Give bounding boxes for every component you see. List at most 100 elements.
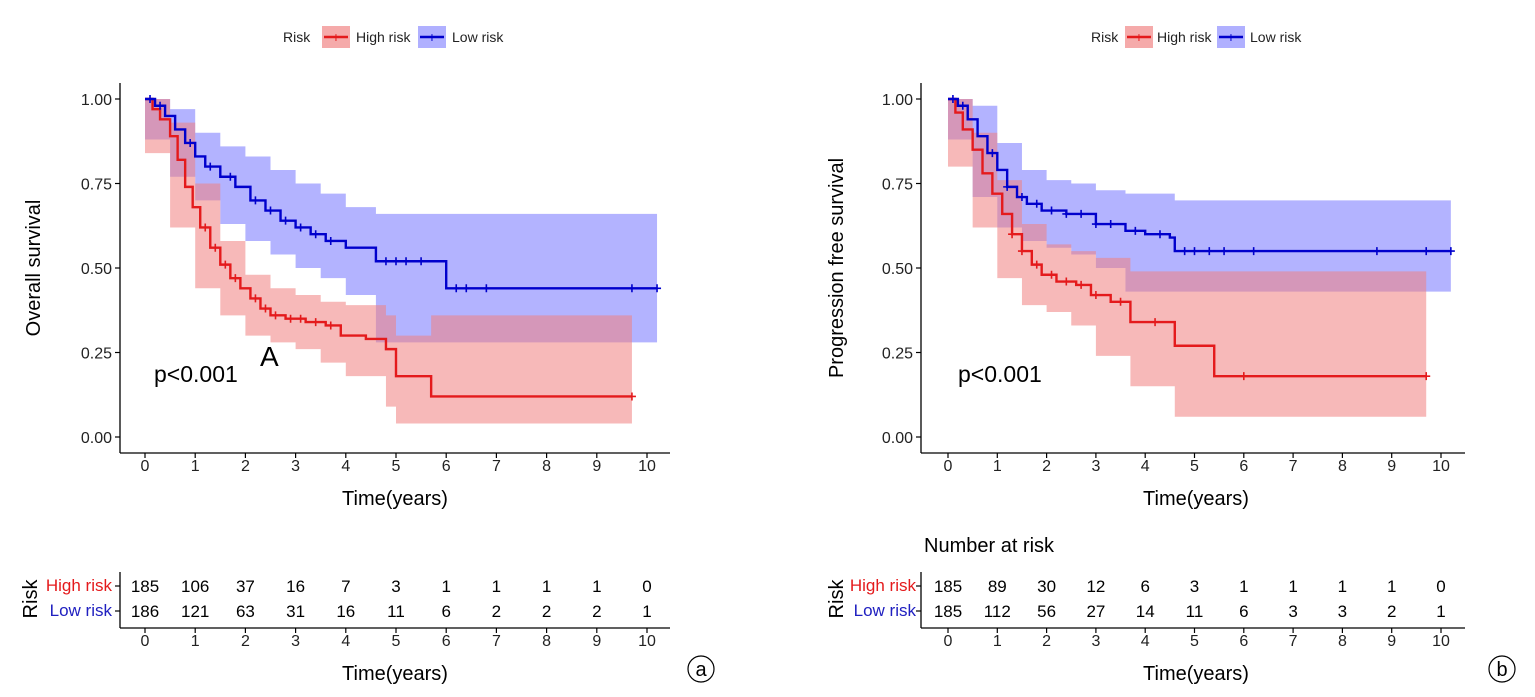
censor-mark-low-risk (402, 257, 411, 266)
risk-table-cell: 3 (1190, 577, 1199, 596)
risk-table-cell: 6 (441, 602, 450, 621)
censor-mark-high-risk (1062, 277, 1071, 286)
censor-mark-high-risk (1239, 372, 1248, 381)
risk-table-cell: 121 (181, 602, 209, 621)
risk-table-x-tick-label: 10 (1432, 633, 1450, 650)
risk-table-cell: 1 (1387, 577, 1396, 596)
censor-mark-low-risk (1155, 230, 1164, 239)
risk-table-cell: 1 (1239, 577, 1248, 596)
censor-mark-high-risk (1077, 280, 1086, 289)
legend-high-label: High risk (1157, 29, 1212, 45)
x-tick-label: 8 (542, 458, 551, 475)
risk-table-x-tick-label: 6 (442, 633, 451, 650)
y-tick-label: 0.75 (882, 177, 913, 194)
x-tick-label: 5 (1190, 458, 1199, 475)
censor-mark-low-risk (156, 101, 165, 110)
risk-table-cell: 2 (1387, 602, 1396, 621)
risk-table-row-label: Risk (826, 579, 848, 619)
risk-table-x-tick-label: 4 (1141, 633, 1150, 650)
risk-table-cell: 16 (336, 602, 355, 621)
censor-mark-low-risk (1017, 193, 1026, 202)
panel-label: a (695, 659, 707, 681)
censor-marks (948, 95, 1455, 381)
censor-mark-high-risk (251, 294, 260, 303)
censor-mark-high-risk (1091, 291, 1100, 300)
x-tick-label: 2 (241, 458, 250, 475)
censor-mark-low-risk (1205, 247, 1214, 256)
risk-table-x-tick-label: 1 (993, 633, 1002, 650)
censor-mark-low-risk (988, 149, 997, 158)
risk-table-cell: 1 (441, 577, 450, 596)
x-axis-label: Time(years) (342, 488, 448, 510)
risk-table-cell: 2 (592, 602, 601, 621)
censor-mark-low-risk (1220, 247, 1229, 256)
censor-mark-low-risk (1003, 182, 1012, 191)
censor-mark-high-risk (231, 274, 240, 283)
risk-table-cell: 16 (286, 577, 305, 596)
x-tick-label: 10 (1432, 458, 1450, 475)
survival-curves (145, 97, 658, 398)
risk-table-cell: 0 (642, 577, 651, 596)
risk-table-x-tick-label: 3 (291, 633, 300, 650)
censor-mark-low-risk (281, 216, 290, 225)
survival-curve-low-risk (145, 97, 658, 290)
censor-mark-high-risk (311, 318, 320, 327)
risk-table-cell: 3 (391, 577, 400, 596)
risk-table-cell: 1 (1436, 602, 1445, 621)
risk-table-cell: 11 (387, 602, 405, 621)
risk-table-cell: 185 (934, 577, 962, 596)
legend-low-label: Low risk (452, 29, 504, 45)
censor-mark-high-risk (221, 260, 230, 269)
x-tick-label: 9 (592, 458, 601, 475)
risk-table-cell: 1 (1288, 577, 1297, 596)
legend-title: Risk (1091, 29, 1119, 45)
censor-mark-low-risk (146, 95, 155, 103)
risk-table-cell: 11 (1186, 602, 1204, 621)
risk-table-x-tick-label: 10 (638, 633, 656, 650)
ci-band-high-risk (948, 99, 1427, 417)
x-tick-label: 3 (1091, 458, 1100, 475)
risk-table-x-tick-label: 3 (1091, 633, 1100, 650)
ci-band-low-risk (145, 99, 658, 343)
y-tick-label: 0.75 (81, 177, 112, 194)
censor-mark-low-risk (1180, 247, 1189, 256)
censor-mark-high-risk (326, 321, 335, 330)
panel-b: Risk + High risk + Low risk 0.00 0.25 0.50… (826, 26, 1516, 685)
censor-mark-low-risk (1091, 220, 1100, 229)
censor-mark-low-risk (1422, 247, 1431, 256)
risk-table-cell: 1 (642, 602, 651, 621)
risk-table-x-tick-label: 2 (241, 633, 250, 650)
risk-row-label-low: Low risk (50, 601, 113, 620)
legend-high-mark: + (332, 29, 340, 45)
risk-table-cell: 185 (934, 602, 962, 621)
survival-plot: 0.00 0.25 0.50 0.75 1.00 0 1 2 3 4 5 6 7 8 9 10 (81, 83, 670, 475)
censor-marks (146, 95, 662, 401)
censor-mark-high-risk (1151, 318, 1160, 327)
legend: Risk + High risk + Low risk (283, 26, 504, 48)
censor-mark-low-risk (311, 230, 320, 239)
risk-table-x-tick-label: 5 (1190, 633, 1199, 650)
risk-table-cell: 7 (341, 577, 350, 596)
survival-curve-high-risk (145, 97, 632, 398)
censor-mark-low-risk (948, 95, 957, 103)
risk-table-cell: 6 (1239, 602, 1248, 621)
survival-curve-low-risk (948, 97, 1451, 253)
legend-title: Risk (283, 29, 311, 45)
risk-table-x-tick-label: 0 (141, 633, 150, 650)
x-tick-label: 9 (1387, 458, 1396, 475)
censor-mark-low-risk (1446, 247, 1455, 256)
risk-table-cell: 3 (1338, 602, 1347, 621)
risk-table-x-label: Time(years) (342, 663, 448, 685)
censor-mark-high-risk (286, 314, 295, 323)
risk-table-cell: 63 (236, 602, 255, 621)
legend-high-mark: + (1135, 29, 1143, 45)
y-tick-label: 0.25 (882, 346, 913, 363)
x-tick-label: 4 (1141, 458, 1150, 475)
censor-mark-high-risk (1032, 260, 1041, 269)
annotation-letter: A (260, 341, 279, 372)
censor-mark-high-risk (271, 311, 280, 320)
legend-high-label: High risk (356, 29, 411, 45)
risk-table-cell: 2 (542, 602, 551, 621)
